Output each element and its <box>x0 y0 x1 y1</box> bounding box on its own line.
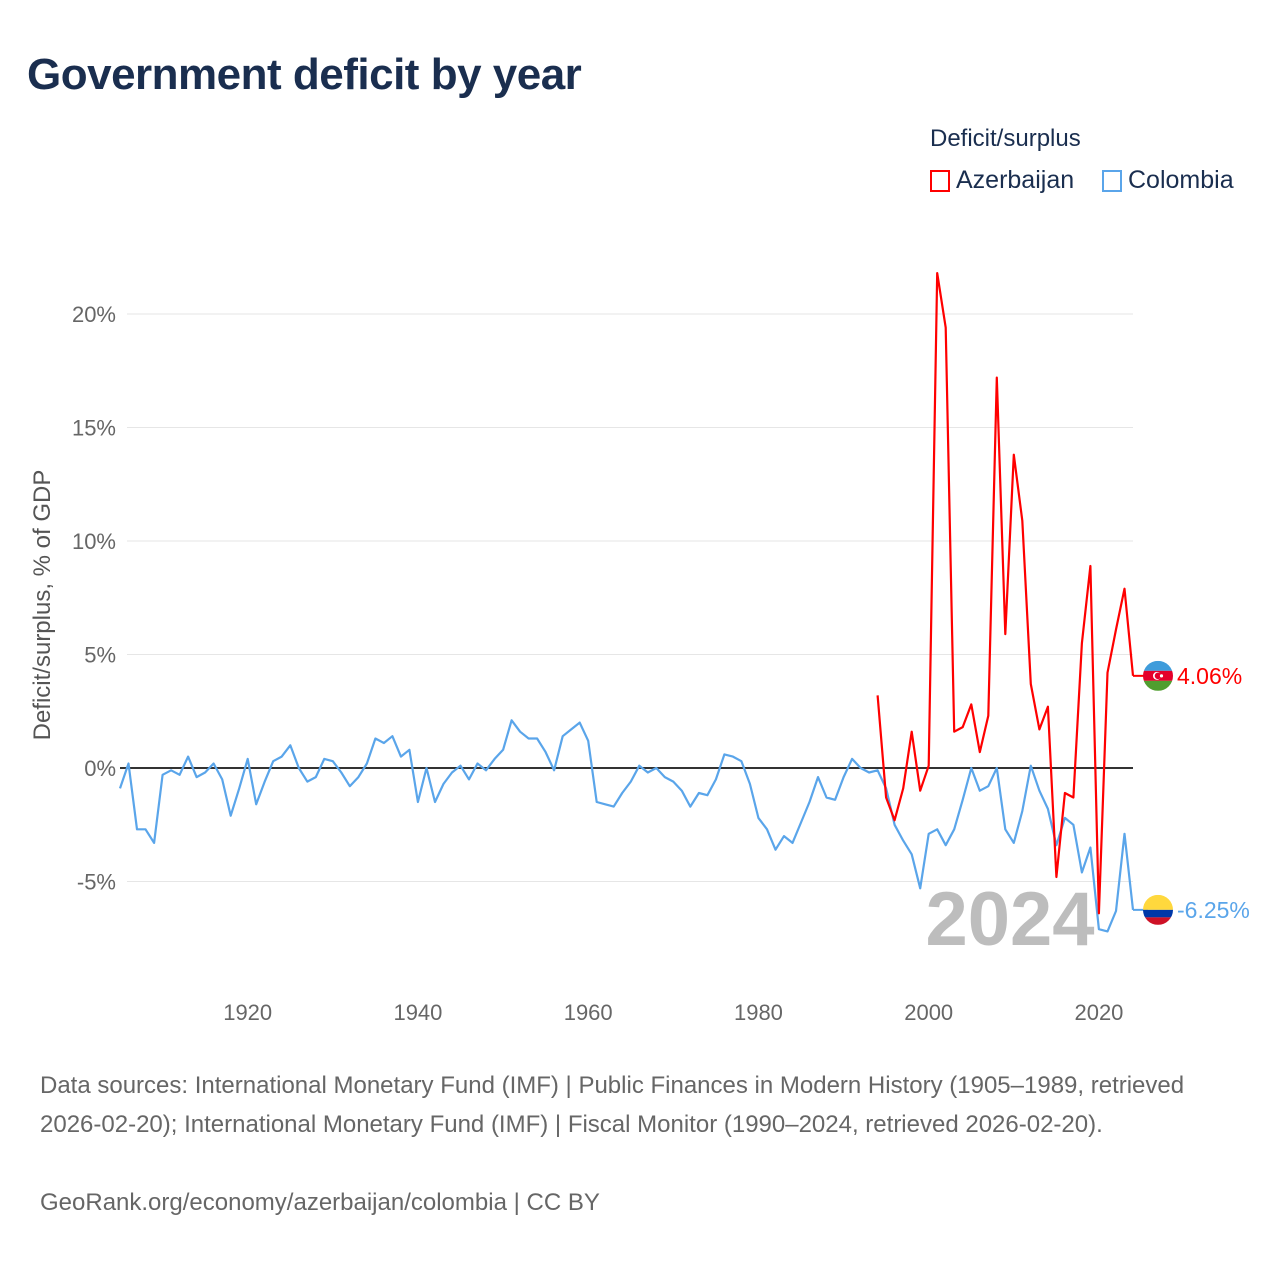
y-axis-label: Deficit/surplus, % of GDP <box>29 470 56 741</box>
y-tick-label: 10% <box>72 529 116 554</box>
legend-title: Deficit/surplus <box>930 125 1081 152</box>
flag-band <box>1143 660 1173 671</box>
flag-band <box>1143 909 1173 918</box>
line-chart: 2024 -5% 0% 5% 10% 15% 20% 1920 1940 1960 1980 200… <box>29 272 1250 1025</box>
x-tick-label: 2020 <box>1074 1000 1123 1025</box>
x-tick-label: 1920 <box>223 1000 272 1025</box>
crescent-cut <box>1154 672 1162 680</box>
flag-band <box>1143 917 1173 925</box>
credit-link[interactable]: GeoRank.org/economy/azerbaijan/colombia … <box>40 1189 600 1216</box>
legend-label: Azerbaijan <box>956 166 1075 194</box>
end-value-label: -6.25% <box>1177 897 1250 923</box>
series-line-colombia <box>118 719 1135 933</box>
series-line-azerbaijan <box>876 272 1135 915</box>
y-tick-label: -5% <box>77 870 116 895</box>
x-tick-label: 1980 <box>734 1000 783 1025</box>
legend-label: Colombia <box>1128 166 1234 194</box>
star <box>1159 674 1164 678</box>
legend-item-colombia[interactable]: Colombia <box>1102 166 1234 195</box>
x-tick-label: 1940 <box>393 1000 442 1025</box>
y-tick-label: 5% <box>84 643 116 668</box>
data-sources: Data sources: International Monetary Fun… <box>40 1072 1185 1138</box>
legend-item-azerbaijan[interactable]: Azerbaijan <box>930 166 1074 195</box>
x-tick-label: 1960 <box>564 1000 613 1025</box>
end-value-label: 4.06% <box>1177 663 1242 689</box>
legend-swatch-colombia <box>1102 169 1122 192</box>
page-title: Government deficit by year <box>27 50 582 99</box>
colombia-flag-icon <box>1143 894 1173 925</box>
y-tick-label: 20% <box>72 302 116 327</box>
azerbaijan-flag-icon <box>1143 660 1173 691</box>
x-tick-label: 2000 <box>904 1000 953 1025</box>
flag-band <box>1143 894 1173 910</box>
y-tick-label: 15% <box>72 416 116 441</box>
y-tick-label: 0% <box>84 756 116 781</box>
year-watermark: 2024 <box>925 877 1094 962</box>
flag-band <box>1143 680 1173 691</box>
legend-swatch-azerbaijan <box>930 169 950 192</box>
